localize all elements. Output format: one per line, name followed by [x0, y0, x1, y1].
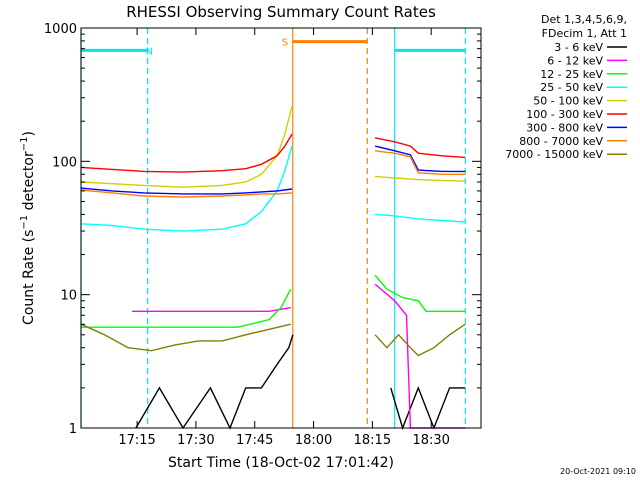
- series-line-7-1: [375, 150, 466, 176]
- series-line-0-0: [135, 334, 294, 430]
- plot-frame: [80, 27, 482, 429]
- legend-header-line-1: Det 1,3,4,5,6,9,: [541, 13, 627, 26]
- generation-timestamp: 20-Oct-2021 09:10: [560, 467, 636, 476]
- series-line-4-0: [80, 105, 293, 188]
- legend-label-2: 12 - 25 keV: [540, 68, 603, 81]
- series-line-1-0: [132, 306, 291, 312]
- series-line-8-1: [374, 323, 466, 357]
- series-line-6-0: [80, 187, 293, 195]
- series-line-3-0: [80, 145, 293, 232]
- series-line-4-1: [375, 175, 466, 182]
- x-tick-label-1: 17:30: [177, 433, 214, 448]
- x-tick-label-4: 18:15: [354, 433, 391, 448]
- series-line-6-1: [374, 145, 466, 173]
- x-tick-label-3: 18:00: [295, 433, 332, 448]
- chart-title: RHESSI Observing Summary Count Rates: [126, 3, 436, 21]
- series-line-3-1: [375, 213, 466, 223]
- y-axis-label-exp2: −1: [19, 137, 30, 152]
- flag-label-N: N: [146, 46, 153, 57]
- y-tick-label-2: 100: [52, 155, 77, 170]
- flag-label-S: S: [282, 38, 288, 49]
- legend-label-8: 7000 - 15000 keV: [505, 148, 603, 161]
- y-axis-ticks: 1 10 100 1000: [44, 22, 481, 437]
- y-axis-label-exp1: −1: [19, 215, 30, 230]
- legend-label-1: 6 - 12 keV: [547, 54, 603, 67]
- y-tick-label-3: 1000: [44, 22, 77, 37]
- series-line-5-1: [374, 137, 466, 159]
- legend-label-5: 100 - 300 keV: [526, 108, 603, 121]
- series-line-5-0: [80, 133, 293, 173]
- y-axis-label-mid: detector: [21, 151, 37, 215]
- y-tick-label-1: 10: [60, 289, 77, 304]
- legend-label-0: 3 - 6 keV: [554, 41, 603, 54]
- legend-label-4: 50 - 100 keV: [533, 95, 603, 108]
- legend-header-line-2: FDecim 1, Att 1: [542, 27, 627, 40]
- series-line-0-1: [390, 385, 466, 431]
- legend: Det 1,3,4,5,6,9, FDecim 1, Att 1 3 - 6 k…: [505, 13, 627, 161]
- x-axis-ticks: 17:15 17:30 17:45 18:00 18:15 18:30: [118, 28, 450, 448]
- y-axis-label-main: Count Rate (s: [21, 230, 37, 325]
- y-axis-label-end: ): [21, 131, 37, 136]
- legend-label-7: 800 - 7000 keV: [519, 135, 603, 148]
- series-line-8-0: [80, 323, 291, 352]
- plot-area: NS: [80, 28, 466, 431]
- x-axis-label: Start Time (18-Oct-02 17:01:42): [168, 455, 394, 471]
- x-tick-label-5: 18:30: [412, 433, 449, 448]
- series-line-2-0: [81, 288, 292, 328]
- series-line-7-0: [80, 189, 293, 198]
- x-tick-label-0: 17:15: [118, 433, 155, 448]
- y-tick-label-0: 1: [69, 422, 77, 437]
- y-axis-label: Count Rate (s−1 detector−1): [19, 131, 37, 325]
- x-tick-label-2: 17:45: [236, 433, 273, 448]
- legend-label-3: 25 - 50 keV: [540, 81, 603, 94]
- legend-label-6: 300 - 800 keV: [526, 121, 603, 134]
- series-line-2-1: [374, 274, 466, 312]
